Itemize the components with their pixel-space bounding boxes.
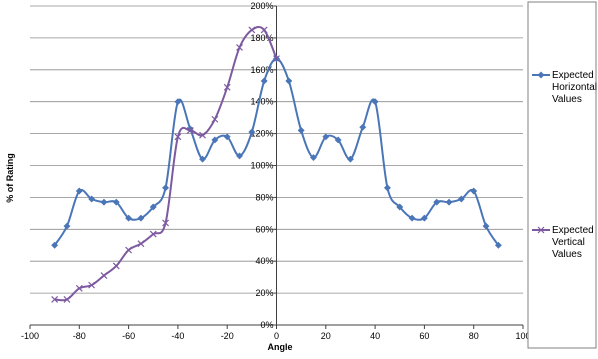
data-point — [63, 222, 71, 230]
y-tick-label: 40% — [255, 256, 273, 266]
data-point — [433, 198, 441, 206]
data-point — [112, 262, 120, 270]
x-tick-label: 80 — [469, 331, 479, 341]
legend-items: ExpectedHorizontalValuesExpectedVertical… — [532, 70, 597, 260]
data-point — [75, 284, 83, 292]
legend-swatch-marker — [537, 226, 545, 234]
data-point — [112, 198, 120, 206]
plot-area: 0% 20% 40% 60% 80% 100% 120% 140% 160% 180% 200% -… — [21, 1, 531, 341]
legend-label: Values — [552, 249, 582, 260]
data-point — [248, 26, 256, 34]
series-line — [54, 26, 278, 302]
y-tick-label: 180% — [250, 33, 273, 43]
data-point — [51, 296, 59, 303]
data-point — [51, 241, 59, 249]
y-tick-label: 200% — [250, 1, 273, 11]
data-point — [75, 187, 83, 195]
x-tick-label: -100 — [21, 331, 39, 341]
data-point — [88, 281, 96, 289]
data-point — [273, 55, 280, 63]
data-point — [125, 214, 133, 222]
data-point — [396, 203, 404, 211]
data-point — [100, 198, 108, 206]
data-point — [309, 153, 318, 162]
data-point — [137, 214, 145, 222]
data-point — [494, 241, 502, 249]
data-point — [198, 155, 207, 163]
y-tick-label: 20% — [255, 288, 273, 298]
x-tick-label: 20 — [321, 331, 331, 341]
x-tick-label: -80 — [73, 331, 86, 341]
data-point — [186, 126, 194, 134]
x-tick-label: -60 — [122, 331, 135, 341]
legend-label: Expected — [552, 70, 594, 81]
legend-swatch-marker — [537, 71, 545, 79]
x-tick-label: 100 — [515, 331, 530, 341]
series-layer — [51, 26, 502, 303]
data-point — [445, 198, 453, 206]
data-point — [149, 230, 157, 238]
x-axis-title: Angle — [267, 342, 292, 352]
y-tick-label: 160% — [250, 65, 273, 75]
series-2 — [51, 26, 280, 303]
y-tick-label: 140% — [250, 97, 273, 107]
y-tick-labels: 0% 20% 40% 60% 80% 100% 120% 140% 160% 180% 200% — [250, 1, 273, 330]
data-point — [162, 184, 170, 192]
data-point — [482, 222, 490, 230]
data-point — [149, 203, 157, 211]
data-point — [100, 272, 108, 279]
data-point — [236, 44, 243, 51]
legend-box — [527, 1, 597, 349]
legend-label: Vertical — [552, 237, 585, 248]
data-point — [211, 136, 219, 144]
data-point — [322, 133, 330, 141]
legend-label: Expected — [552, 225, 594, 236]
x-tick-label: 60 — [419, 331, 429, 341]
data-point — [408, 214, 416, 222]
data-point — [88, 195, 96, 203]
x-tick-label: 40 — [370, 331, 380, 341]
data-point — [63, 296, 71, 303]
data-point — [248, 128, 256, 136]
x-tick-labels: -100 -80 -60 -40 -20 0 20 40 60 80 100 — [21, 331, 531, 341]
y-tick-label: 120% — [250, 129, 273, 139]
data-point — [346, 155, 355, 163]
data-point — [162, 219, 169, 227]
x-tick-label: -20 — [221, 331, 234, 341]
data-point — [285, 77, 293, 85]
data-point — [359, 123, 367, 131]
y-axis-title: % of Rating — [5, 153, 15, 203]
data-point — [223, 83, 231, 91]
data-point — [223, 133, 231, 141]
y-tick-label: 100% — [250, 161, 273, 171]
data-point — [174, 98, 182, 106]
data-point — [199, 131, 206, 139]
x-tick-label: 0 — [274, 331, 279, 341]
data-point — [125, 246, 133, 254]
data-point — [420, 214, 428, 222]
data-point — [297, 126, 305, 134]
axes — [29, 5, 524, 329]
y-tick-label: 60% — [255, 224, 273, 234]
data-point — [260, 77, 268, 85]
data-point — [137, 240, 145, 248]
legend: ExpectedHorizontalValuesExpectedVertical… — [527, 1, 597, 349]
data-point — [260, 26, 268, 34]
data-point — [235, 152, 244, 160]
data-point — [457, 195, 465, 203]
data-point — [383, 184, 391, 192]
data-point — [371, 98, 379, 106]
legend-label: Values — [552, 94, 582, 105]
x-tick-label: -40 — [171, 331, 184, 341]
data-point — [334, 136, 342, 144]
data-point — [470, 187, 478, 195]
legend-label: Horizontal — [552, 82, 597, 93]
data-point — [211, 115, 219, 123]
y-tick-label: 0% — [260, 320, 273, 330]
data-point — [174, 133, 182, 141]
y-tick-label: 80% — [255, 192, 273, 202]
